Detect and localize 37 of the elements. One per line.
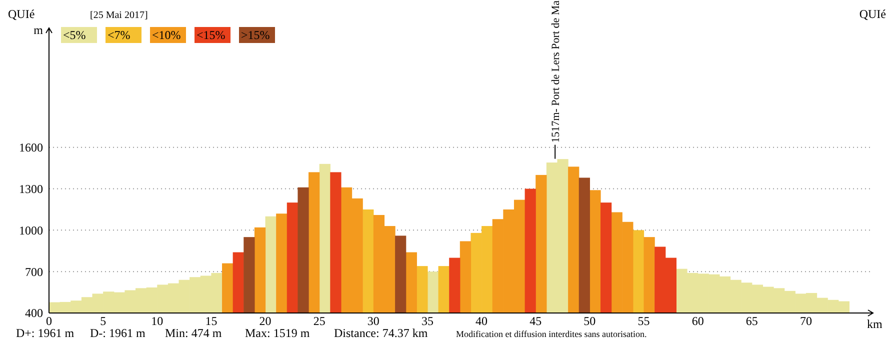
y-tick-label: 400 [25, 306, 43, 320]
x-tick-label: 25 [313, 314, 326, 328]
x-tick-label: 50 [584, 314, 596, 328]
text: D-: 1961 m [90, 326, 146, 340]
text: <15% [196, 28, 226, 42]
text: >15% [241, 28, 270, 42]
x-tick-label: 35 [421, 314, 434, 328]
x-tick-label: 15 [205, 314, 218, 328]
x-tick-label: 70 [800, 314, 812, 328]
text: <5% [63, 28, 86, 42]
y-tick-label: 700 [25, 264, 43, 279]
text: Min: 474 m [165, 326, 222, 340]
annotation: 1517m- Port de Lers Port de Ma [550, 0, 562, 143]
y-tick-label: 1300 [19, 182, 43, 196]
x-tick-label: 65 [746, 314, 758, 328]
text: QUIé [859, 7, 886, 21]
y-tick-label: 1600 [19, 140, 43, 155]
x-tick-label: 55 [638, 314, 650, 328]
text: QUIé [8, 7, 35, 21]
x-tick-label: 20 [259, 314, 272, 328]
x-tick-label: 5 [100, 314, 106, 328]
x-tick-label: 40 [476, 314, 488, 328]
x-tick-label: 0 [46, 314, 52, 328]
text: [25 Mai 2017] [90, 10, 148, 21]
x-tick-label: 60 [692, 314, 704, 328]
x-tick-label: 10 [151, 314, 164, 328]
x-axis-title: km [867, 317, 883, 331]
x-tick-label: 30 [367, 314, 380, 328]
text: <10% [152, 28, 181, 42]
x-tick-label: 45 [530, 314, 542, 328]
text: Max: 1519 m [245, 326, 310, 340]
text: D+: 1961 m [16, 326, 75, 340]
y-tick-label: 1000 [19, 223, 43, 238]
text: <7% [108, 28, 130, 42]
text: Distance: 74.37 km [334, 326, 428, 340]
y-axis-title: m [34, 23, 44, 37]
text: Modification et diffusion interdites sans autorisation. [456, 329, 647, 339]
